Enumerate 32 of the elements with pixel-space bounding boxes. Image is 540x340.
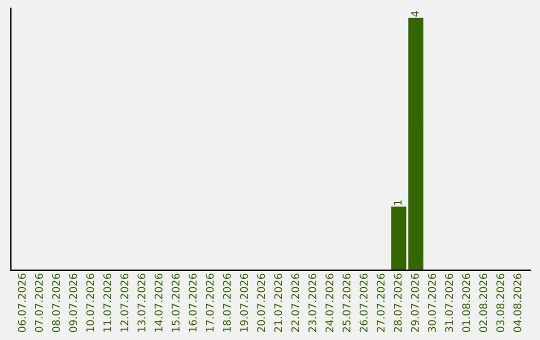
x-tick-label: 14.07.2026 <box>154 274 162 332</box>
x-tick-label: 18.07.2026 <box>222 274 231 332</box>
x-tick-label: 04.08.2026 <box>513 274 522 332</box>
x-tick-label: 23.07.2026 <box>308 274 316 332</box>
x-tick-label: 29.07.2026 <box>410 274 419 332</box>
x-tick-label: 12.07.2026 <box>120 274 128 332</box>
x-tick-label: 27.07.2026 <box>376 274 385 332</box>
x-tick-label: 17.07.2026 <box>206 274 214 332</box>
x-tick-label: 13.07.2026 <box>138 274 146 332</box>
x-tick-label: 06.07.2026 <box>18 274 26 332</box>
x-tick-label: 09.07.2026 <box>69 274 78 332</box>
x-tick-label: 30.07.2026 <box>428 274 436 332</box>
x-tick-label: 03.08.2026 <box>496 274 504 332</box>
x-tick-label: 21.07.2026 <box>274 274 282 332</box>
x-tick-label: 01.08.2026 <box>462 274 470 332</box>
x-tick-label: 02.08.2026 <box>479 274 488 332</box>
x-tick-label: 20.07.2026 <box>257 274 266 332</box>
x-tick-label: 26.07.2026 <box>360 274 368 332</box>
data-label: 1 <box>394 200 402 205</box>
x-tick-label: 28.07.2026 <box>394 274 402 332</box>
x-tick-label: 31.07.2026 <box>445 274 453 332</box>
x-tick-label: 25.07.2026 <box>342 274 350 332</box>
x-tick-label: 07.07.2026 <box>34 274 43 332</box>
x-tick-label: 19.07.2026 <box>240 274 248 332</box>
x-tick-label: 08.07.2026 <box>52 274 60 332</box>
x-tick-label: 24.07.2026 <box>325 274 334 332</box>
x-tick-label: 22.07.2026 <box>291 274 300 332</box>
x-tick-label: 16.07.2026 <box>188 274 197 332</box>
x-tick-label: 10.07.2026 <box>86 274 94 332</box>
x-tick-label: 11.07.2026 <box>103 274 112 332</box>
data-label: 4 <box>411 11 419 17</box>
x-tick-label: 15.07.2026 <box>172 274 180 332</box>
